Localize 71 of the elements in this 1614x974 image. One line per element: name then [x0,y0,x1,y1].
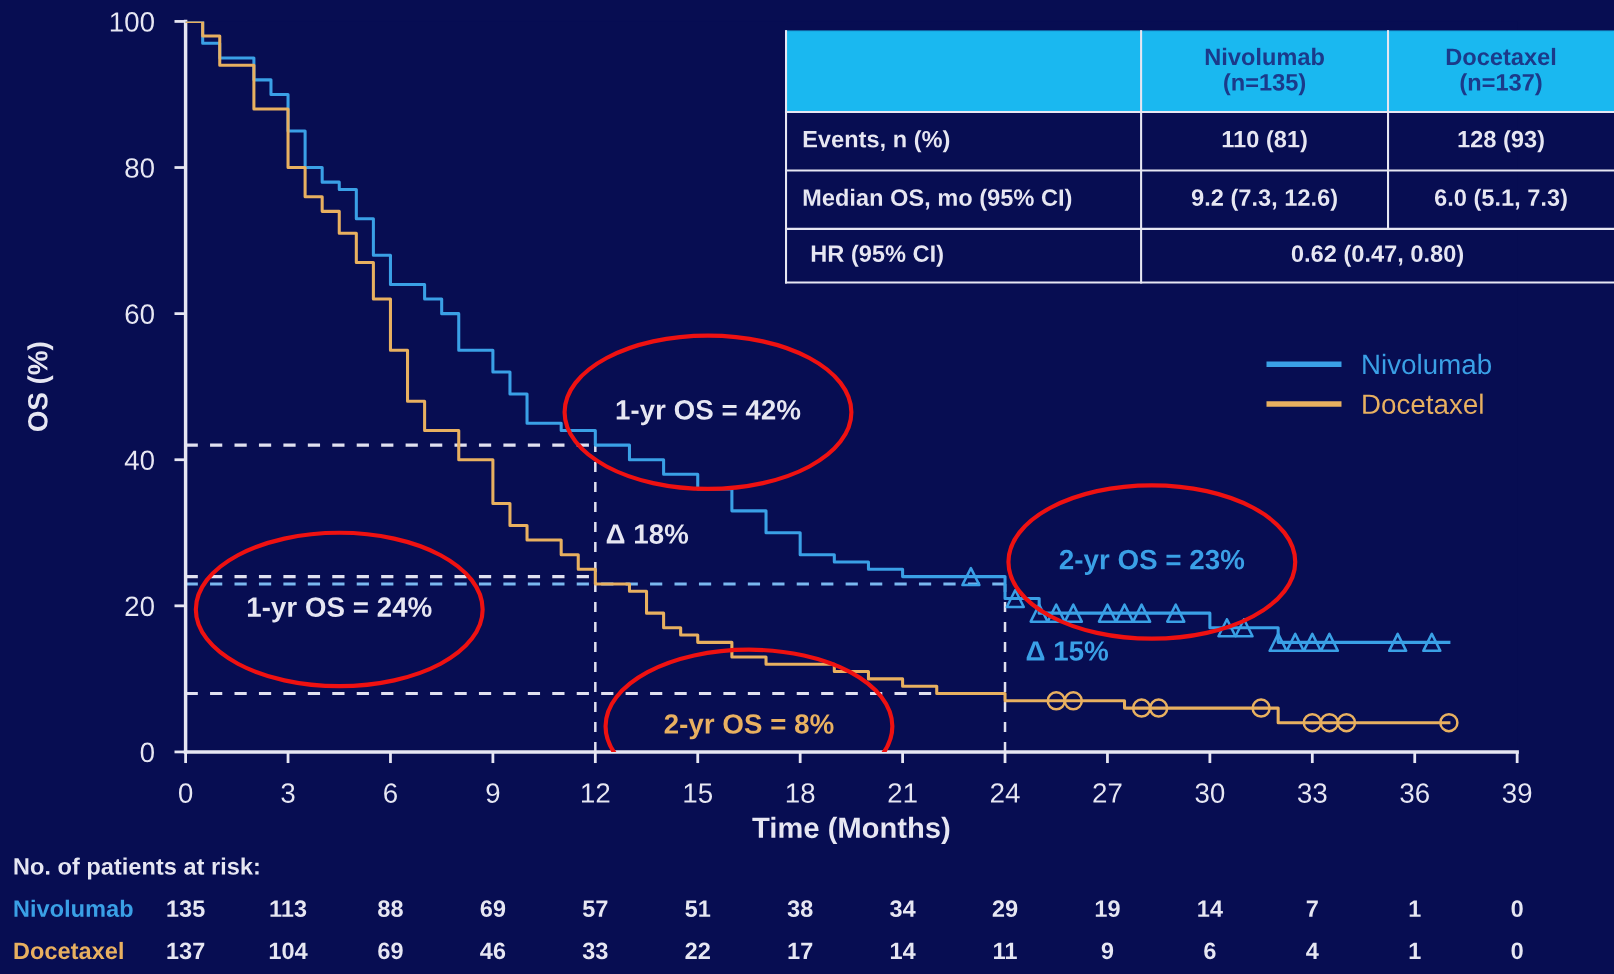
annotation: 110 (81) [1222,130,1307,153]
annotation: 0.62 (0.47, 0.80) [1291,244,1464,267]
x-axis-title: Time (Months) [752,816,950,844]
text: 137 [167,942,205,960]
y-tick-label: 40 [124,450,154,471]
text: 69 [480,900,506,918]
x-tick-label: 36 [1400,783,1429,803]
text: 57 [582,900,608,918]
text: Nivolumab [14,899,133,918]
x-tick-label: 0 [178,783,193,803]
text: 4 [1306,942,1319,959]
text: 88 [378,900,403,918]
text: 104 [269,942,308,960]
text: 113 [270,900,307,918]
x-tick-label: 9 [486,783,500,803]
text: 34 [890,900,916,918]
text: 19 [1095,900,1120,918]
legend-label: Docetaxel [1363,393,1483,415]
text: 33 [582,942,608,960]
text: 14 [1198,900,1223,917]
annotation: 128 (93) [1458,130,1544,153]
y-tick-label: 20 [125,596,154,617]
annotation: HR (95% CI) [811,244,943,267]
x-tick-label: 18 [786,783,815,803]
x-tick-label: 15 [684,783,713,803]
x-tick-label: 27 [1093,783,1122,803]
x-tick-label: 3 [281,783,295,803]
text: 0 [1511,900,1523,918]
annotation: Nivolumab (n=135) [1205,47,1324,96]
x-tick-label: 6 [384,783,397,803]
text: 22 [685,942,710,959]
text: 51 [685,900,711,918]
y-tick-label: 0 [140,742,154,763]
text: 17 [788,942,813,959]
annotation: Events, n (%) [803,130,950,153]
text: 1 [1409,942,1421,959]
x-tick-label: 30 [1195,783,1225,803]
text: 11 [994,942,1017,959]
y-tick-label: 100 [110,12,154,32]
x-tick-label: 12 [581,783,610,803]
annotation: Δ 15% [1026,641,1109,661]
text: 0 [1511,942,1523,960]
y-tick-label: 60 [125,304,154,324]
text: 1 [1409,900,1421,917]
x-tick-label: 24 [990,783,1020,803]
annotation: Median OS, mo (95% CI) [803,188,1072,211]
annotation: 2-yr OS = 8% [664,714,834,740]
annotation: 2-yr OS = 23% [1059,549,1245,575]
text: 29 [992,900,1018,918]
text: 9 [1101,942,1114,960]
legend-label: Nivolumab [1363,353,1491,375]
text: 14 [890,942,916,959]
annotation: 9.2 (7.3, 12.6) [1191,188,1337,211]
text: 46 [480,942,506,960]
text: 6 [1204,942,1216,960]
annotation: 1-yr OS = 24% [247,597,432,623]
text: 135 [167,900,205,918]
x-tick-label: 39 [1502,783,1532,803]
annotation: Docetaxel (n=137) [1446,47,1556,96]
y-axis-title: OS (%) [27,342,54,432]
text: No. of patients at risk: [14,857,259,880]
annotation: Δ 18% [606,524,689,544]
text: 7 [1306,900,1318,917]
text: Docetaxel [14,941,123,960]
x-tick-label: 33 [1297,783,1327,803]
annotation: 6.0 (5.1, 7.3) [1434,188,1567,211]
text: 38 [787,900,813,918]
annotation: 1-yr OS = 42% [616,400,801,426]
y-tick-label: 80 [125,158,154,178]
x-tick-label: 21 [888,783,917,803]
text: 69 [378,942,403,960]
